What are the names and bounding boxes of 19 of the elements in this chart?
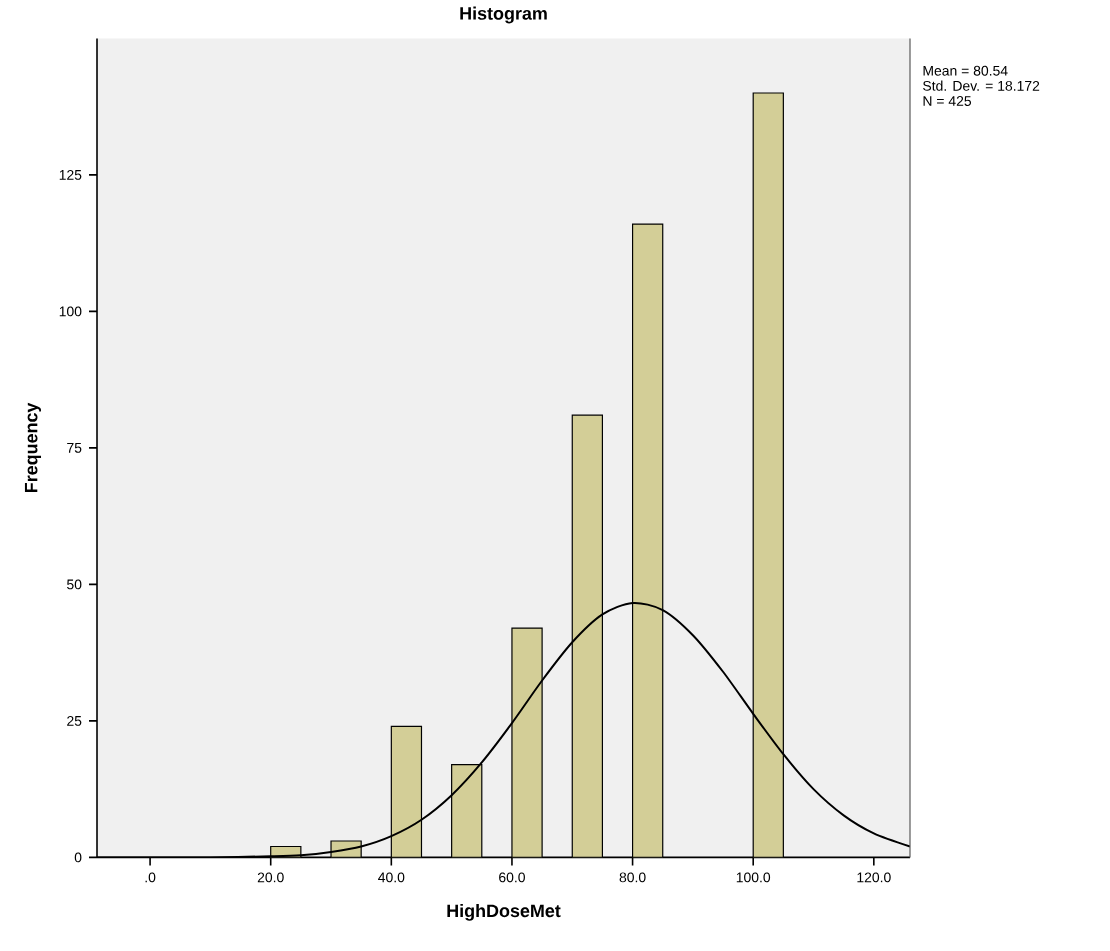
chart-title: Histogram — [460, 6, 547, 24]
y-tick-label: 125 — [59, 169, 82, 180]
text: N = 425 — [923, 95, 972, 106]
text: Std. Dev. = 18.172 — [923, 80, 1040, 91]
y-tick-label: 25 — [67, 715, 82, 726]
x-tick-label: 100.0 — [736, 872, 771, 883]
x-axis-title: HighDoseMet — [447, 903, 561, 921]
x-tick-label: 40.0 — [378, 872, 405, 883]
y-tick-label: 100 — [59, 306, 82, 317]
y-axis-title: Frequency — [24, 402, 42, 492]
x-tick-label: 20.0 — [257, 872, 284, 883]
y-tick-label: 50 — [67, 579, 82, 590]
x-tick-label: .0 — [145, 872, 156, 883]
x-tick-label: 120.0 — [857, 872, 891, 883]
x-tick-label: 80.0 — [619, 872, 646, 883]
y-tick-label: 75 — [67, 442, 82, 453]
y-tick-label: 0 — [74, 852, 82, 863]
x-tick-label: 60.0 — [499, 872, 525, 883]
text: Mean = 80.54 — [923, 65, 1008, 76]
